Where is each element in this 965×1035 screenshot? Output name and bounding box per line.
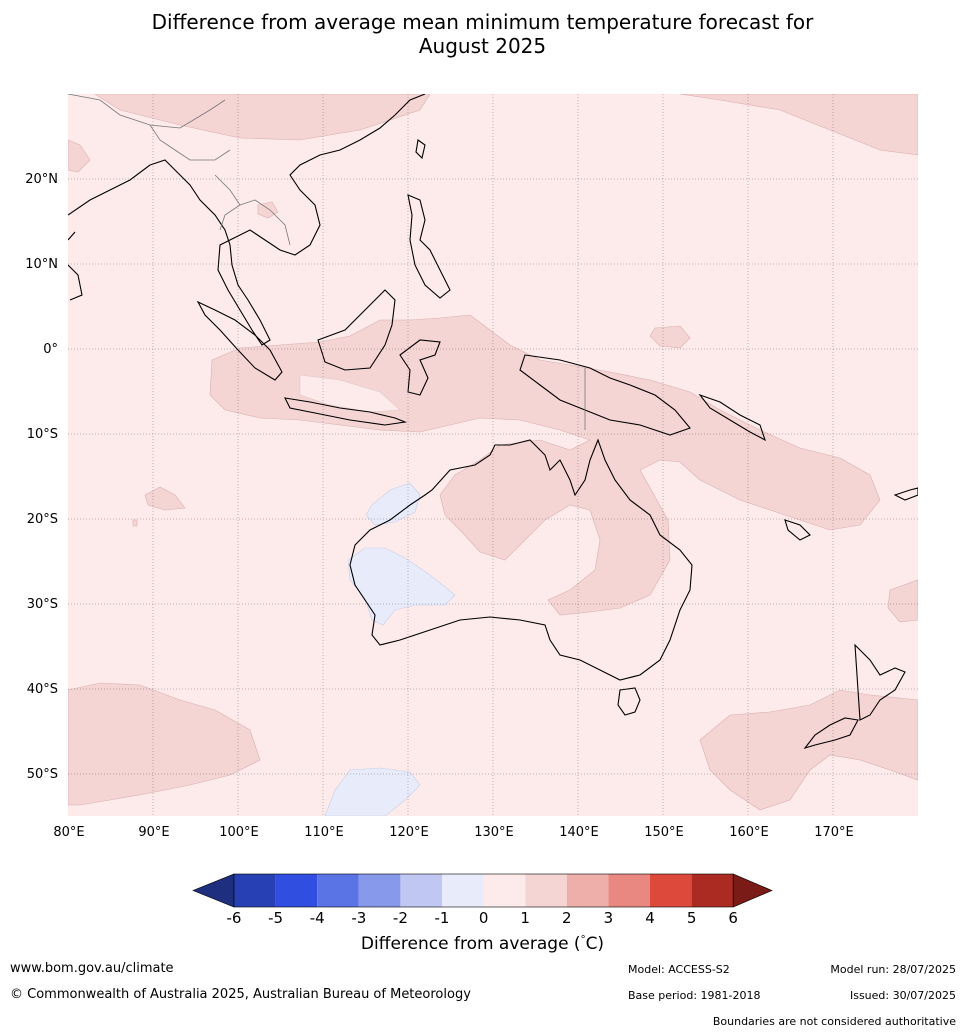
footer-copyright: © Commonwealth of Australia 2025, Austra… [10, 987, 471, 1002]
lon-label: 140°E [559, 825, 599, 840]
colorbar-title: Difference from average (°C) [360, 934, 605, 954]
colorbar-extend-low [192, 873, 235, 908]
lon-label: 130°E [474, 825, 514, 840]
lon-label: 100°E [219, 825, 259, 840]
title-line-1: Difference from average mean minimum tem… [151, 10, 814, 34]
colorbar-ticks: -6 -5 -4 -3 -2 -1 0 1 2 3 4 5 6 [227, 909, 738, 927]
colorbar-tick-label: -5 [268, 909, 283, 927]
title-line-2: August 2025 [418, 34, 547, 58]
lat-label: 50°S [27, 767, 58, 782]
footer-website: www.bom.gov.au/climate [10, 961, 174, 976]
colorbar-swatch [483, 874, 526, 907]
colorbar-tick-label: 5 [687, 909, 697, 927]
colorbar-tick-label: 1 [520, 909, 530, 927]
latitude-labels: 20°N 10°N 0° 10°S 20°S 30°S 40°S 50°S [25, 172, 58, 782]
lat-label: 10°N [25, 257, 58, 272]
map-title: Difference from average mean minimum tem… [0, 10, 965, 58]
colorbar-tick-label: -6 [227, 909, 242, 927]
lat-label: 20°N [25, 172, 58, 187]
colorbar-swatches [192, 873, 773, 908]
anomaly-1-to-2-regions [68, 94, 918, 811]
colorbar-swatch [400, 874, 442, 907]
anomaly-minus1-to-0-regions [324, 482, 456, 816]
lon-label: 110°E [304, 825, 344, 840]
colorbar-tick-label: 6 [728, 909, 738, 927]
lon-label: 120°E [389, 825, 429, 840]
colorbar-swatch [691, 874, 734, 907]
colorbar-swatch [566, 874, 609, 907]
lon-label: 170°E [814, 825, 854, 840]
colorbar-swatch [358, 874, 401, 907]
footer-issued: Issued: 30/07/2025 [849, 989, 956, 1002]
footer-model-run: Model run: 28/07/2025 [830, 963, 956, 976]
colorbar-tick-label: -1 [435, 909, 450, 927]
colorbar-swatch [234, 874, 276, 907]
coastlines [68, 94, 918, 750]
colorbar-outline [233, 873, 734, 908]
colorbar-tick-label: 0 [479, 909, 489, 927]
country-borders [68, 94, 586, 430]
lat-label: 20°S [27, 512, 58, 527]
colorbar-extend-high [732, 873, 773, 908]
lon-label: 80°E [53, 825, 84, 840]
colorbar-swatch [275, 874, 318, 907]
lon-label: 90°E [138, 825, 169, 840]
colorbar-swatch [650, 874, 692, 907]
lon-label: 160°E [729, 825, 769, 840]
lat-label: 10°S [27, 427, 58, 442]
colorbar-tick-label: -4 [310, 909, 325, 927]
longitude-labels: 80°E 90°E 100°E 110°E 120°E 130°E 140°E … [53, 825, 853, 840]
gridlines [68, 94, 918, 816]
colorbar-tick-label: 4 [645, 909, 655, 927]
colorbar-tick-label: 2 [562, 909, 572, 927]
footer-boundaries: Boundaries are not considered authoritat… [712, 1015, 956, 1028]
lat-label: 40°S [27, 682, 58, 697]
footer-model: Model: ACCESS-S2 [628, 963, 730, 976]
colorbar-swatch [317, 874, 359, 907]
colorbar-swatch [608, 874, 650, 907]
colorbar-tick-label: 3 [604, 909, 614, 927]
lon-label: 150°E [644, 825, 684, 840]
colorbar-swatch [525, 874, 567, 907]
colorbar-tick-label: -2 [393, 909, 408, 927]
colorbar-tick-label: -3 [351, 909, 366, 927]
forecast-map: 20°N 10°N 0° 10°S 20°S 30°S 40°S 50°S 80… [25, 94, 918, 840]
lat-label: 30°S [27, 597, 58, 612]
colorbar-swatch [442, 874, 484, 907]
lat-label: 0° [43, 342, 58, 357]
footer-base-period: Base period: 1981-2018 [628, 989, 761, 1002]
